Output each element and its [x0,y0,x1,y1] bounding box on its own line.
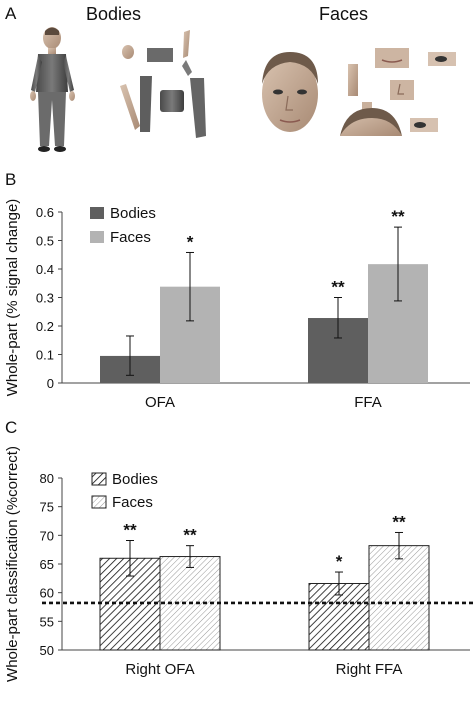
y-tick-label: 75 [40,500,54,515]
face-parts-image [340,48,456,136]
significance-marker: * [336,552,343,571]
body-parts-image [120,30,206,138]
y-tick-label: 0.2 [36,319,54,334]
panel-b-chart: Whole-part (% signal change) 0 0.1 0.2 0.3 0.… [4,199,470,411]
y-tick-label: 70 [40,528,54,543]
y-tick-label: 80 [40,471,54,486]
y-tick-label: 0 [47,376,54,391]
legend-swatch-bodies [91,472,107,486]
legend-swatch-faces [90,231,104,243]
y-tick-label: 65 [40,557,54,572]
panel-b-letter: B [5,170,17,189]
y-tick-label: 0.6 [36,205,54,220]
panel-a: A Bodies Faces [0,0,474,170]
significance-marker: * [187,232,194,251]
panel-c-chart: Whole-part classification (%correct) 50 55… [4,446,474,682]
legend-label-faces: Faces [110,229,151,246]
x-category-label: FFA [354,394,382,411]
y-tick-label: 0.5 [36,234,54,249]
significance-marker: ** [391,207,405,226]
bodies-title: Bodies [86,4,142,24]
y-tick-label: 0.4 [36,262,54,277]
legend-label-faces: Faces [112,494,153,511]
significance-marker: ** [331,278,345,297]
y-axis-label: Whole-part (% signal change) [4,199,21,397]
stimulus-images [30,27,456,152]
whole-body-image [30,27,75,152]
legend-label-bodies: Bodies [112,471,158,488]
x-category-label: Right FFA [336,661,403,678]
panel-a-letter: A [5,4,17,23]
significance-marker: ** [183,526,197,545]
legend-swatch-bodies [90,207,104,219]
bar-bodies [308,582,370,651]
significance-marker: ** [392,512,406,531]
y-tick-label: 60 [40,586,54,601]
bar-faces [368,545,430,651]
legend-label-bodies: Bodies [110,205,156,222]
y-tick-label: 50 [40,643,54,658]
y-tick-label: 55 [40,614,54,629]
panel-c-letter: C [5,418,18,437]
faces-title: Faces [319,4,369,24]
legend-swatch-faces [91,495,107,509]
significance-marker: ** [123,520,137,539]
whole-face-image [262,52,318,132]
y-tick-label: 0.3 [36,291,54,306]
x-category-label: OFA [145,394,175,411]
x-category-label: Right OFA [125,661,194,678]
y-tick-label: 0.1 [36,348,54,363]
y-axis-label: Whole-part classification (%correct) [4,446,21,682]
